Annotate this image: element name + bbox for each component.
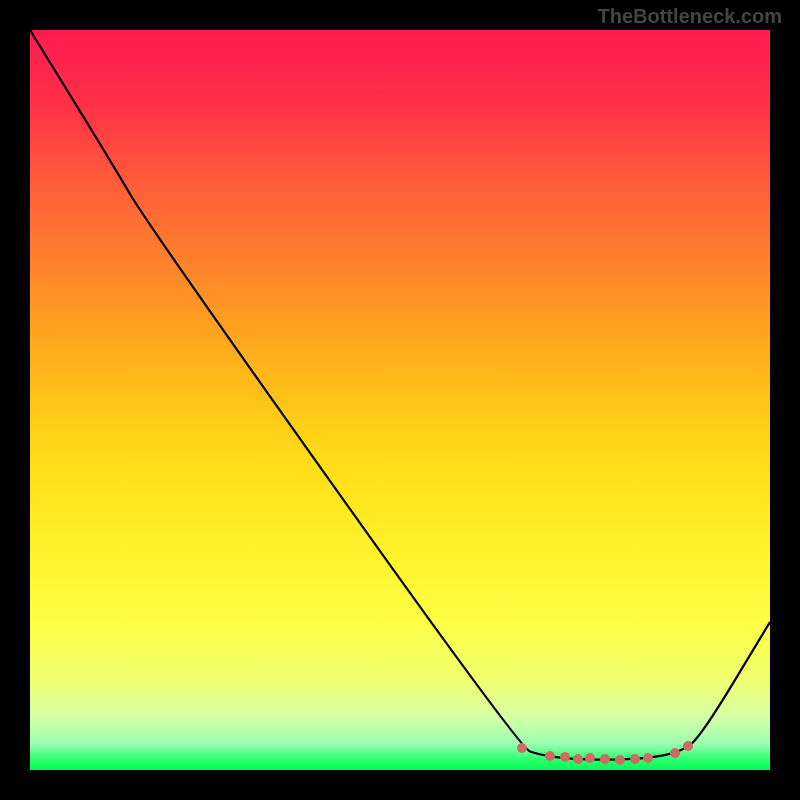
gradient-fill-rect [30,30,770,770]
marker-dot [517,743,527,753]
marker-dot [600,754,610,764]
marker-dot [560,752,570,762]
watermark-text: TheBottleneck.com [598,6,782,29]
marker-dot [615,755,625,765]
marker-dot [573,754,583,764]
marker-dot [683,741,693,751]
chart-area [30,30,770,770]
marker-dot [670,748,680,758]
marker-dot [545,751,555,761]
marker-dot [630,754,640,764]
marker-dot [585,753,595,763]
chart-svg [30,30,770,770]
marker-dot [643,753,653,763]
